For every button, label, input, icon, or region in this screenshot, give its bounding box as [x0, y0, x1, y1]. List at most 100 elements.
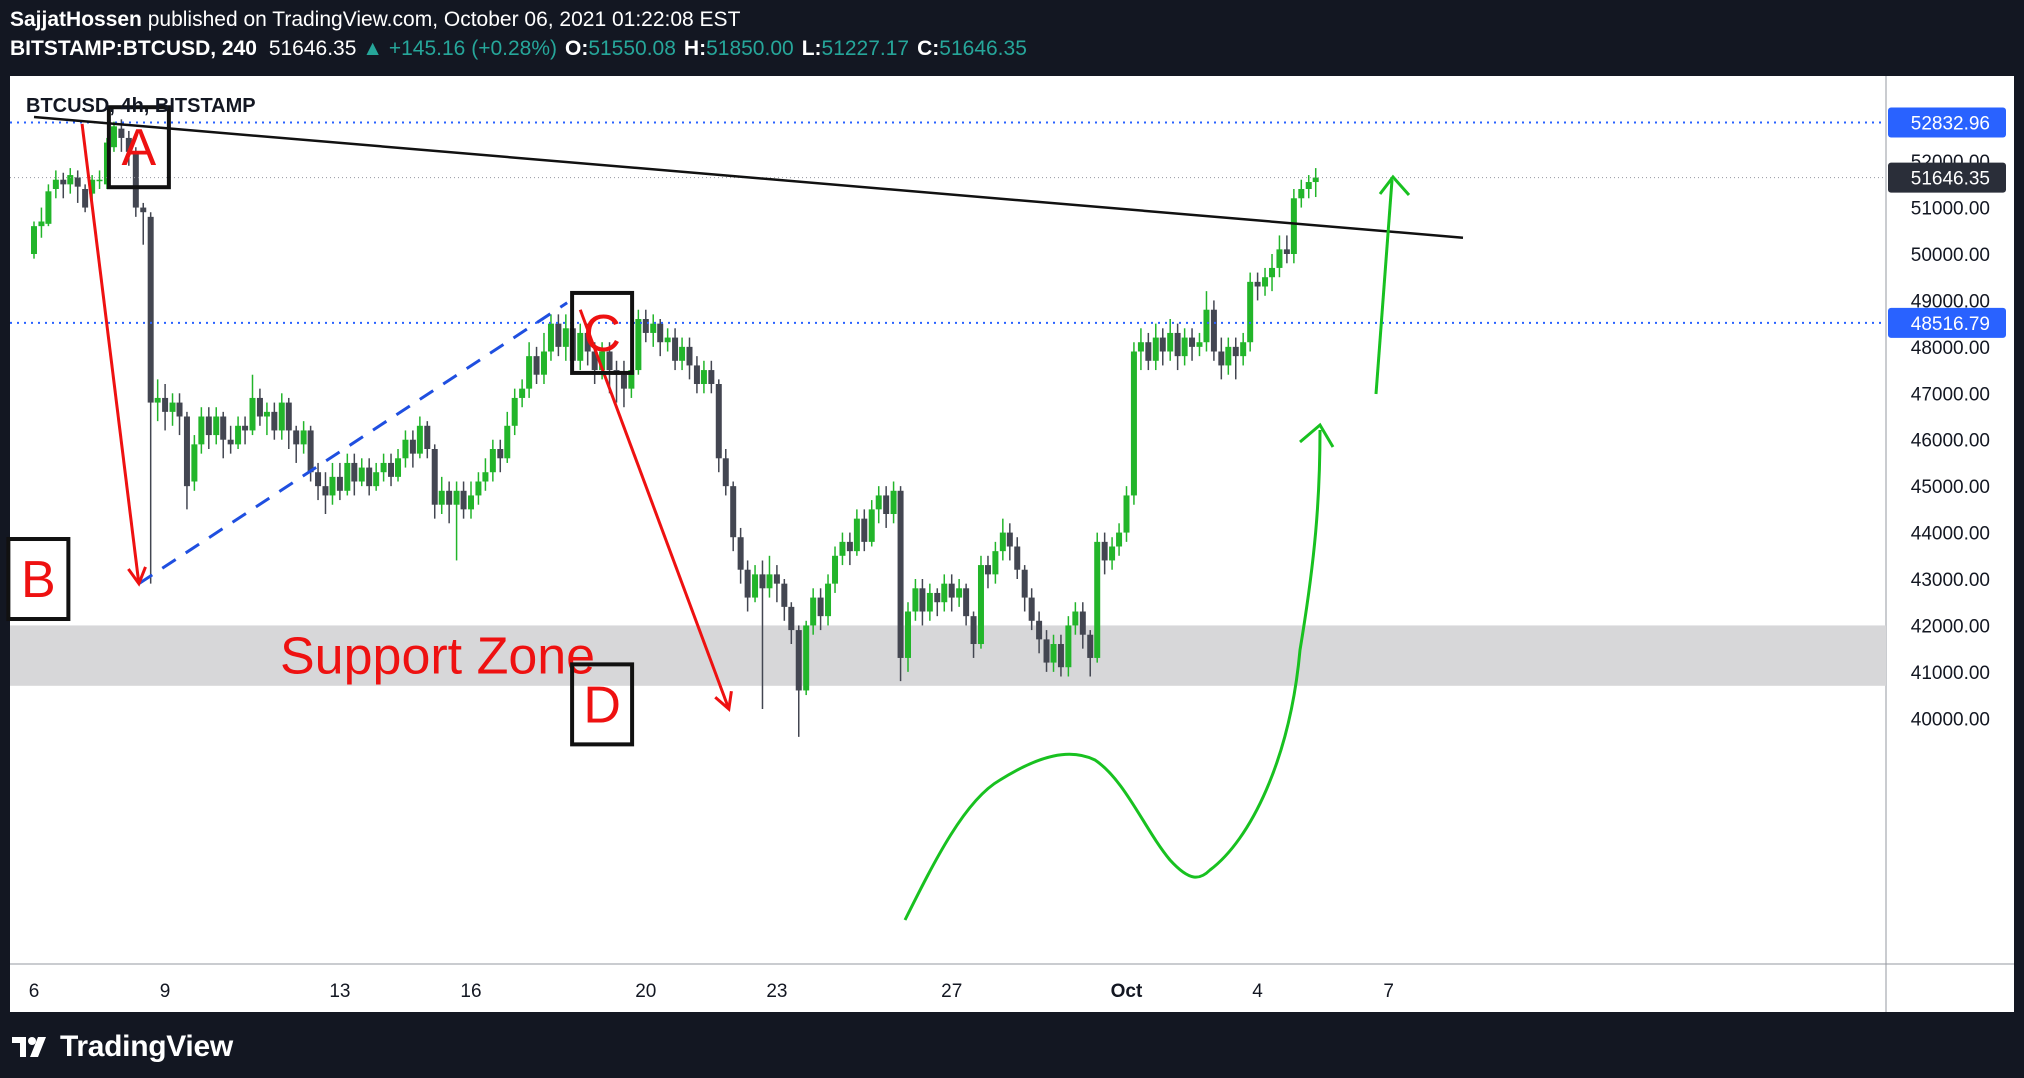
tradingview-logo-icon: [12, 1037, 46, 1057]
candle-body: [963, 588, 970, 617]
price-axis[interactable]: [1886, 76, 2014, 1012]
candle-body: [1298, 188, 1305, 199]
y-tick-label: 43000.00: [1911, 570, 1990, 591]
annotation-letter: D: [583, 676, 621, 734]
candle-body: [147, 216, 154, 403]
chart-header: SajjatHossen published on TradingView.co…: [0, 0, 2024, 70]
green-projection-path: [903, 429, 1322, 921]
candle-body: [817, 597, 824, 617]
candle-body: [970, 616, 977, 645]
price-badge-value: 48516.79: [1911, 314, 1990, 335]
candle-body: [810, 597, 817, 626]
candle-body: [890, 490, 897, 515]
y-tick-label: 47000.00: [1911, 384, 1990, 405]
x-tick-label: 16: [460, 981, 481, 1002]
x-tick-label: 6: [29, 981, 40, 1002]
annotation-box: [570, 290, 635, 375]
x-tick-label: 20: [635, 981, 656, 1002]
candle-body: [722, 458, 729, 487]
tradingview-logo[interactable]: TradingView: [12, 1030, 233, 1064]
candle-body: [1196, 342, 1203, 347]
candle-body: [285, 402, 292, 431]
candle-body: [1189, 337, 1196, 347]
candle-body: [388, 462, 395, 477]
candle-body: [868, 509, 875, 542]
candle-body: [591, 351, 598, 371]
price-badge-value: 51646.35: [1911, 169, 1990, 190]
green-target-line: [1374, 179, 1394, 395]
price-badge: [1888, 107, 2006, 138]
candle-body: [242, 425, 249, 431]
candle-body: [60, 179, 67, 185]
candle-body: [1254, 281, 1261, 287]
price-badge-value: 52832.96: [1911, 113, 1990, 134]
candle-body: [846, 541, 853, 552]
support-zone: [10, 625, 1886, 686]
annotation-box: [570, 662, 635, 747]
annotation-box: [6, 537, 71, 622]
candle-body: [773, 574, 780, 584]
price-change: ▲ +145.16 (+0.28%): [362, 37, 557, 60]
symbol-label: BITSTAMP:BTCUSD, 240: [10, 37, 257, 60]
candle-body: [183, 416, 190, 487]
candle-body: [74, 177, 81, 187]
candle-body: [344, 462, 351, 491]
candle-body: [1152, 337, 1159, 361]
candle-body: [307, 430, 314, 473]
x-tick-label: 13: [329, 981, 350, 1002]
y-tick-label: 46000.00: [1911, 431, 1990, 452]
candle-body: [599, 351, 606, 371]
candle-body: [213, 416, 220, 436]
candle-body: [191, 444, 198, 482]
red-move-line: [578, 309, 731, 710]
candle-body: [460, 490, 467, 510]
green-arrowhead: [1299, 422, 1335, 448]
candle-body: [482, 472, 489, 482]
candle-body: [235, 425, 242, 445]
candle-body: [446, 490, 453, 505]
axis-labels-layer: 54000.0052000.0051000.0050000.0049000.00…: [29, 70, 2006, 1002]
candle-body: [693, 365, 700, 385]
red-arrowhead: [127, 566, 147, 587]
candle-body: [511, 397, 518, 426]
published-text: published on TradingView.com, October 06…: [141, 8, 741, 31]
candle-body: [329, 476, 336, 496]
candle-body: [322, 486, 329, 496]
last-price: 51646.35: [268, 37, 357, 60]
candle-body: [366, 467, 373, 487]
candle-body: [438, 490, 445, 505]
y-tick-label: 54000.00: [1911, 70, 1990, 80]
candle-body: [795, 630, 802, 691]
candle-body: [118, 128, 125, 138]
candle-body: [96, 179, 103, 182]
low-value: 51227.17: [821, 37, 910, 60]
chart-title: BTCUSD, 4h, BITSTAMP: [26, 95, 256, 117]
y-tick-label: 50000.00: [1911, 245, 1990, 266]
candle-body: [125, 137, 132, 152]
tradingview-brand: TradingView: [60, 1030, 233, 1063]
candle-body: [620, 374, 627, 389]
author-name[interactable]: SajjatHossen: [10, 8, 142, 31]
candle-body: [205, 416, 212, 436]
x-tick-label: 23: [766, 981, 787, 1002]
candle-body: [315, 472, 322, 487]
price-badge: [1888, 307, 2006, 338]
candle-body: [547, 323, 554, 352]
candle-body: [395, 458, 402, 477]
y-tick-label: 49000.00: [1911, 291, 1990, 312]
plot-area: [10, 76, 1886, 964]
candle-body: [1225, 346, 1232, 366]
candle-body: [1174, 332, 1181, 357]
time-axis[interactable]: [10, 964, 1886, 1012]
support-zone-label: Support Zone: [280, 628, 595, 686]
close-value: 51646.35: [939, 37, 1027, 60]
candle-body: [162, 397, 169, 412]
candle-body: [635, 319, 642, 371]
candle-body: [1262, 277, 1269, 287]
annotation-box: [106, 105, 171, 190]
candle-body: [1312, 177, 1319, 183]
high-value: 51850.00: [706, 37, 794, 60]
candle-body: [956, 588, 963, 598]
candle-body: [686, 346, 693, 366]
